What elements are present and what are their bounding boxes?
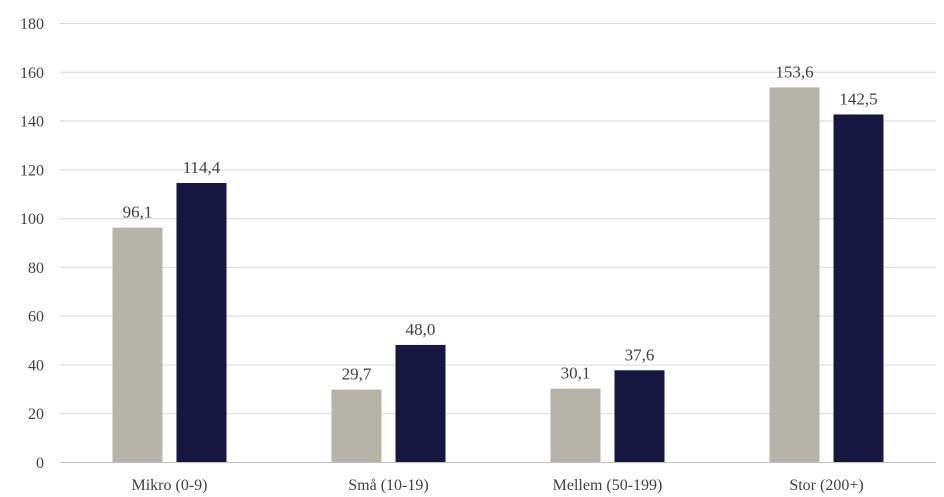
y-tick-label: 40 xyxy=(28,357,44,374)
y-tick-label: 0 xyxy=(36,455,44,472)
y-tick-label: 100 xyxy=(20,211,44,228)
x-category-label: Små (10-19) xyxy=(348,477,428,494)
x-category-label: Mikro (0-9) xyxy=(132,477,208,494)
data-labels: 96,1 114,4 29,7 48,0 30,1 37,6 153,6 142,5 xyxy=(123,62,878,383)
bars xyxy=(112,87,884,463)
y-tick-label: 60 xyxy=(28,309,44,326)
bar xyxy=(769,87,820,463)
y-tick-label: 180 xyxy=(20,16,44,33)
data-label: 96,1 xyxy=(123,203,153,222)
bar xyxy=(395,344,446,462)
x-category-label: Stor (200+) xyxy=(789,477,863,494)
bar xyxy=(614,370,665,462)
data-label: 37,6 xyxy=(625,345,655,364)
data-label: 142,5 xyxy=(839,89,877,108)
data-label: 153,6 xyxy=(775,62,813,81)
data-label: 30,1 xyxy=(561,364,591,383)
data-label: 114,4 xyxy=(183,158,221,177)
bar xyxy=(833,114,884,462)
x-axis-categories: Mikro (0-9) Små (10-19) Mellem (50-199) Sto… xyxy=(132,477,864,494)
y-tick-label: 80 xyxy=(28,260,44,277)
bar xyxy=(550,388,601,462)
y-tick-label: 160 xyxy=(20,65,44,82)
y-tick-label: 140 xyxy=(20,114,44,131)
y-axis-ticks: 0 20 40 60 80 100 120 140 160 180 xyxy=(20,16,44,472)
bar xyxy=(112,227,163,462)
data-label: 48,0 xyxy=(406,320,436,339)
bar xyxy=(331,389,382,462)
y-tick-label: 20 xyxy=(28,406,44,423)
x-category-label: Mellem (50-199) xyxy=(553,477,663,494)
y-tick-label: 120 xyxy=(20,162,44,179)
bar xyxy=(176,182,227,463)
data-label: 29,7 xyxy=(342,365,372,384)
